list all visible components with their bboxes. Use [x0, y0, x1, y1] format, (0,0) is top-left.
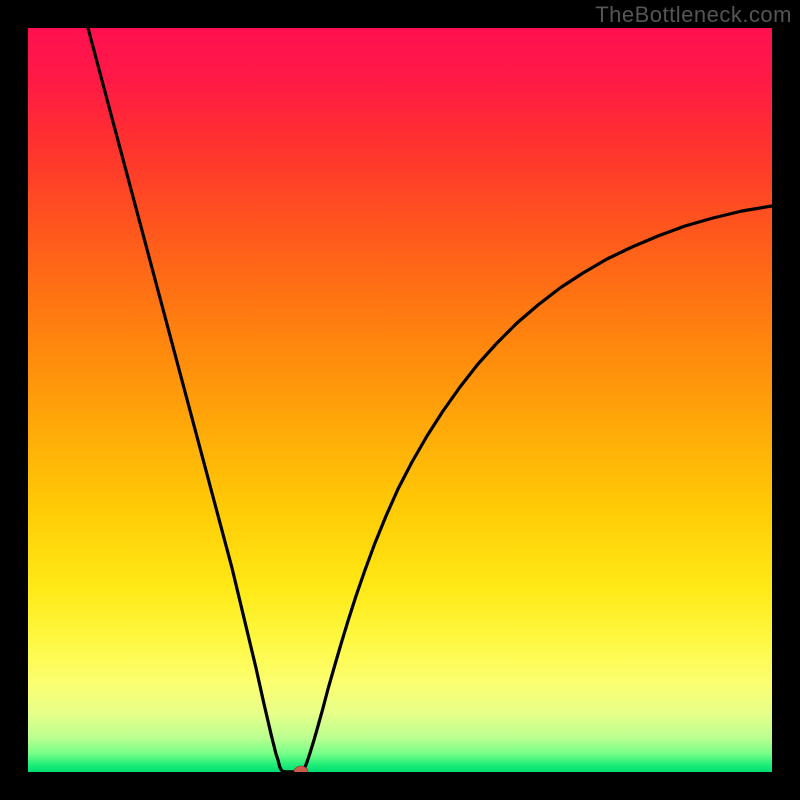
watermark-text: TheBottleneck.com: [595, 2, 792, 28]
gradient-background: [28, 28, 772, 772]
plot-area: [28, 28, 772, 772]
